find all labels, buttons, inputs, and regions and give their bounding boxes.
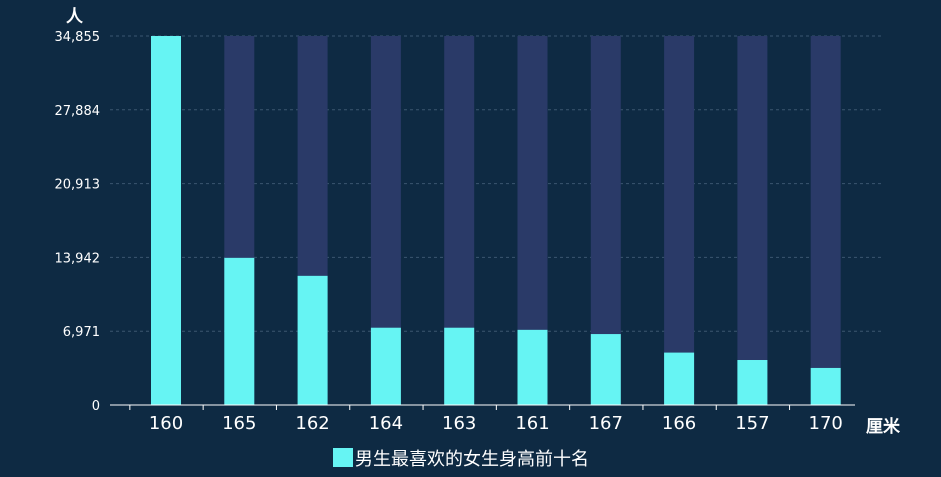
bar-160[interactable] [151,36,181,405]
y-tick-label: 13,942 [55,251,101,266]
x-tick-label: 165 [222,413,256,434]
bar-162[interactable] [297,275,328,405]
legend-swatch[interactable] [333,448,353,467]
bar-170[interactable] [810,367,841,405]
bar-shadow [664,36,695,405]
bar-166[interactable] [664,352,695,405]
x-tick-label: 166 [662,413,696,434]
x-tick-label: 157 [735,413,769,434]
bar-164[interactable] [370,327,401,405]
y-tick-label: 27,884 [55,104,101,119]
y-tick-label: 20,913 [55,178,101,193]
y-axis-title: 人 [66,7,84,27]
x-tick-label: 170 [809,413,843,434]
x-tick-label: 167 [589,413,623,434]
bar-167[interactable] [590,334,621,405]
bar-165[interactable] [224,257,255,405]
legend-label[interactable]: 男生最喜欢的女生身高前十名 [355,449,589,470]
x-tick-label: 161 [515,413,549,434]
bar-163[interactable] [444,327,475,405]
legend[interactable]: 男生最喜欢的女生身高前十名 [333,448,589,470]
bar-shadow [810,36,841,405]
x-tick-labels: 160 165 162 164 163 161 167 166 157 170 [129,405,843,434]
y-tick-labels: 0 6,971 13,942 20,913 27,884 34,855 [55,30,101,414]
bar-shadow [737,36,768,405]
y-tick-label: 6,971 [63,325,100,340]
x-tick-label: 164 [369,413,403,434]
x-axis-title: 厘米 [866,416,901,437]
bar-layer [151,36,841,405]
bar-161[interactable] [517,329,548,405]
y-tick-label: 34,855 [55,30,101,45]
bar-157[interactable] [737,360,768,405]
x-tick-label: 163 [442,413,476,434]
y-tick-label: 0 [92,399,100,414]
x-tick-label: 160 [149,413,183,434]
x-tick-label: 162 [295,413,329,434]
